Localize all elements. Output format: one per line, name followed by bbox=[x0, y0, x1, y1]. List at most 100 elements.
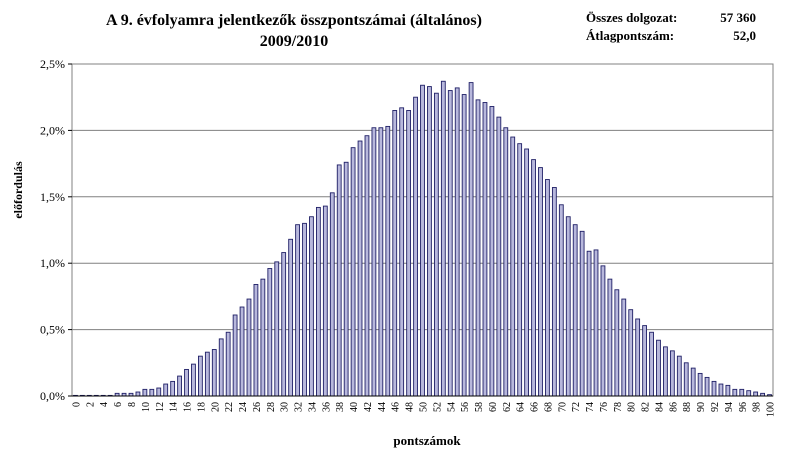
bar bbox=[475, 99, 481, 397]
summary-stats: Összes dolgozat: 57 360 Átlagpontszám: 5… bbox=[586, 9, 756, 45]
x-tick-label: 42 bbox=[363, 402, 374, 412]
bar bbox=[454, 87, 460, 397]
bar bbox=[503, 127, 509, 397]
bar bbox=[350, 147, 356, 397]
bar bbox=[177, 375, 182, 397]
x-tick-label: 52 bbox=[432, 402, 443, 412]
x-tick-label: 96 bbox=[738, 402, 749, 412]
x-tick-label: 100 bbox=[766, 402, 777, 417]
bar bbox=[732, 388, 738, 397]
bar bbox=[232, 314, 238, 397]
bar bbox=[281, 252, 287, 397]
bar bbox=[315, 206, 321, 397]
x-tick-label: 62 bbox=[502, 402, 513, 412]
x-tick-label: 84 bbox=[654, 402, 665, 412]
x-tick-label: 6 bbox=[113, 402, 124, 407]
bar bbox=[676, 355, 682, 397]
bar bbox=[371, 127, 377, 397]
bar bbox=[663, 346, 668, 397]
bar bbox=[718, 383, 724, 397]
bar bbox=[531, 159, 536, 397]
bar bbox=[246, 298, 252, 397]
x-tick-label: 66 bbox=[530, 402, 541, 412]
x-axis-label: pontszámok bbox=[393, 433, 461, 448]
x-tick-label: 50 bbox=[419, 402, 430, 412]
bar bbox=[142, 388, 148, 397]
average-score-row: Átlagpontszám: 52,0 bbox=[586, 27, 756, 45]
x-tick-label: 68 bbox=[543, 402, 554, 412]
bar bbox=[135, 391, 141, 397]
bar bbox=[683, 362, 689, 397]
bar bbox=[496, 116, 502, 397]
bar bbox=[565, 216, 571, 397]
x-tick-label: 56 bbox=[460, 402, 471, 412]
bar bbox=[385, 125, 391, 397]
x-tick-label: 90 bbox=[696, 402, 707, 412]
x-tick-label: 18 bbox=[196, 402, 207, 412]
x-tick-label: 4 bbox=[99, 402, 110, 407]
bar bbox=[191, 363, 196, 397]
chart-title-line2: 2009/2010 bbox=[259, 33, 329, 50]
bar bbox=[468, 82, 474, 397]
bar bbox=[558, 204, 564, 397]
x-tick-label: 34 bbox=[307, 402, 318, 412]
bar bbox=[433, 92, 439, 397]
bar bbox=[656, 339, 661, 397]
x-tick-label: 78 bbox=[613, 402, 624, 412]
bar bbox=[440, 80, 446, 397]
bar bbox=[218, 338, 224, 397]
bar bbox=[538, 167, 543, 397]
bar bbox=[406, 110, 412, 397]
bar bbox=[517, 143, 523, 397]
bar bbox=[149, 388, 155, 397]
chart-title-line1: A 9. évfolyamra jelentkezők összpontszám… bbox=[106, 12, 482, 29]
bar bbox=[399, 107, 405, 397]
bar bbox=[621, 298, 627, 397]
bar bbox=[184, 368, 189, 397]
x-tick-label: 40 bbox=[349, 402, 360, 412]
x-tick-label: 30 bbox=[280, 402, 291, 412]
x-tick-label: 48 bbox=[405, 402, 416, 412]
bar bbox=[649, 331, 654, 397]
x-tick-label: 82 bbox=[641, 402, 652, 412]
bar bbox=[461, 94, 467, 397]
chart-title: A 9. évfolyamra jelentkezők összpontszám… bbox=[84, 10, 504, 52]
x-tick-label: 8 bbox=[127, 402, 138, 407]
y-tick-label: 1,5% bbox=[40, 190, 65, 204]
y-tick-label: 0,0% bbox=[40, 389, 65, 403]
x-tick-label: 26 bbox=[252, 402, 263, 412]
bar bbox=[295, 224, 300, 397]
bar bbox=[322, 205, 328, 397]
bar bbox=[364, 135, 370, 397]
x-tick-label: 92 bbox=[710, 402, 721, 412]
x-tick-label: 54 bbox=[446, 402, 457, 412]
bar bbox=[420, 84, 425, 397]
bar bbox=[600, 265, 606, 397]
x-tick-label: 12 bbox=[155, 402, 166, 412]
x-tick-label: 36 bbox=[321, 402, 332, 412]
y-tick-label: 2,5% bbox=[40, 57, 65, 71]
bar bbox=[343, 161, 349, 397]
bar bbox=[628, 309, 634, 397]
bar bbox=[378, 127, 384, 397]
bar bbox=[711, 380, 717, 397]
x-tick-label: 70 bbox=[557, 402, 568, 412]
bar bbox=[545, 179, 550, 397]
x-tick-label: 22 bbox=[224, 402, 235, 412]
bar bbox=[579, 230, 585, 397]
x-tick-label: 14 bbox=[169, 402, 180, 412]
x-tick-label: 86 bbox=[668, 402, 679, 412]
bar bbox=[739, 388, 745, 397]
bar bbox=[690, 367, 696, 397]
x-tick-label: 10 bbox=[141, 402, 152, 412]
bar bbox=[357, 140, 363, 397]
x-tick-label: 46 bbox=[391, 402, 402, 412]
y-tick-label: 0,5% bbox=[40, 323, 65, 337]
average-score-label: Átlagpontszám: bbox=[586, 28, 675, 43]
bar bbox=[413, 96, 418, 397]
bar bbox=[267, 268, 273, 397]
bar bbox=[753, 391, 759, 397]
bar bbox=[427, 86, 432, 397]
x-tick-label: 38 bbox=[335, 402, 346, 412]
bar bbox=[447, 90, 453, 397]
